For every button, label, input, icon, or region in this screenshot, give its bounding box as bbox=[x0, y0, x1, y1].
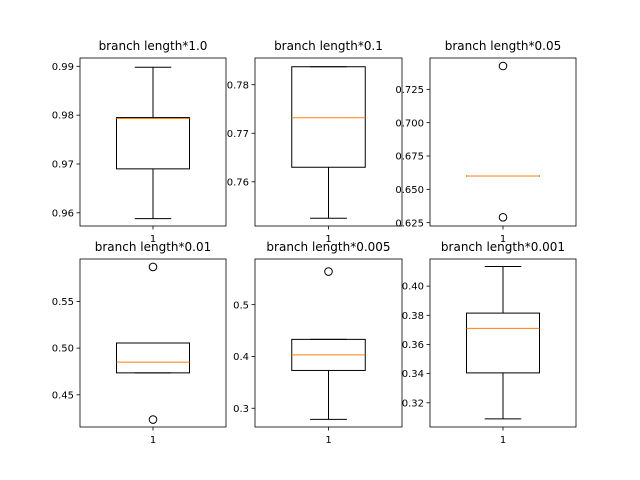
subplot-title: branch length*0.001 bbox=[441, 240, 565, 254]
y-tick-label: 0.5 bbox=[233, 300, 249, 311]
y-tick-label: 0.40 bbox=[402, 282, 424, 293]
subplot-3: branch length*0.05 0.625 0.650 0.675 0.700 0.… bbox=[395, 39, 577, 245]
y-tick-label: 0.32 bbox=[402, 398, 424, 409]
outlier-point bbox=[498, 213, 508, 222]
y-tick-label: 0.625 bbox=[395, 218, 424, 229]
y-tick-label: 0.50 bbox=[52, 344, 74, 355]
y-tick-label: 0.36 bbox=[402, 340, 424, 351]
box bbox=[466, 312, 540, 374]
y-tick-label: 0.99 bbox=[52, 62, 74, 73]
y-tick-label: 0.78 bbox=[227, 80, 249, 91]
x-tick-label: 1 bbox=[325, 435, 331, 446]
y-tick-label: 0.98 bbox=[52, 111, 74, 122]
y-tick-label: 0.77 bbox=[227, 129, 249, 140]
box bbox=[116, 342, 190, 374]
x-tick-label: 1 bbox=[150, 234, 156, 245]
y-tick-label: 0.96 bbox=[52, 208, 74, 219]
x-tick-label: 1 bbox=[150, 435, 156, 446]
y-tick-label: 0.4 bbox=[233, 352, 249, 363]
subplot-2: branch length*0.1 0.76 0.77 0.78 1 bbox=[227, 39, 403, 245]
y-tick-label: 0.97 bbox=[52, 160, 74, 171]
subplot-title: branch length*0.1 bbox=[274, 39, 383, 53]
subplot-4: branch length*0.01 0.45 0.50 0.55 1 bbox=[52, 240, 227, 446]
y-tick-label: 0.55 bbox=[52, 297, 74, 308]
subplot-6: branch length*0.001 0.32 0.34 0.36 0.38 0.40 1 bbox=[402, 240, 577, 446]
axes-frame bbox=[429, 57, 577, 227]
subplot-1: branch length*1.0 0.96 0.97 0.98 0.99 1 bbox=[52, 39, 227, 245]
y-tick-label: 0.76 bbox=[227, 177, 249, 188]
y-tick-label: 0.650 bbox=[395, 185, 424, 196]
y-tick-label: 0.45 bbox=[52, 390, 74, 401]
y-tick-label: 0.675 bbox=[395, 152, 424, 163]
y-tick-label: 0.38 bbox=[402, 311, 424, 322]
y-tick-label: 0.3 bbox=[233, 404, 249, 415]
outlier-point bbox=[148, 262, 158, 272]
subplot-title: branch length*1.0 bbox=[99, 39, 208, 53]
x-tick-label: 1 bbox=[325, 234, 331, 245]
subplot-title: branch length*0.005 bbox=[266, 240, 390, 254]
outlier-point bbox=[148, 415, 158, 424]
x-tick-label: 1 bbox=[500, 435, 506, 446]
outlier-point bbox=[324, 267, 333, 276]
y-tick-label: 0.725 bbox=[395, 85, 424, 96]
subplot-title: branch length*0.05 bbox=[445, 39, 562, 53]
x-tick-label: 1 bbox=[500, 234, 506, 245]
box bbox=[291, 66, 366, 168]
y-tick-label: 0.700 bbox=[395, 118, 424, 129]
subplot-5: branch length*0.005 0.3 0.4 0.5 1 bbox=[233, 240, 403, 446]
box bbox=[116, 117, 190, 170]
subplot-title: branch length*0.01 bbox=[95, 240, 212, 254]
y-tick-label: 0.34 bbox=[402, 369, 424, 380]
outlier-point bbox=[498, 61, 508, 71]
